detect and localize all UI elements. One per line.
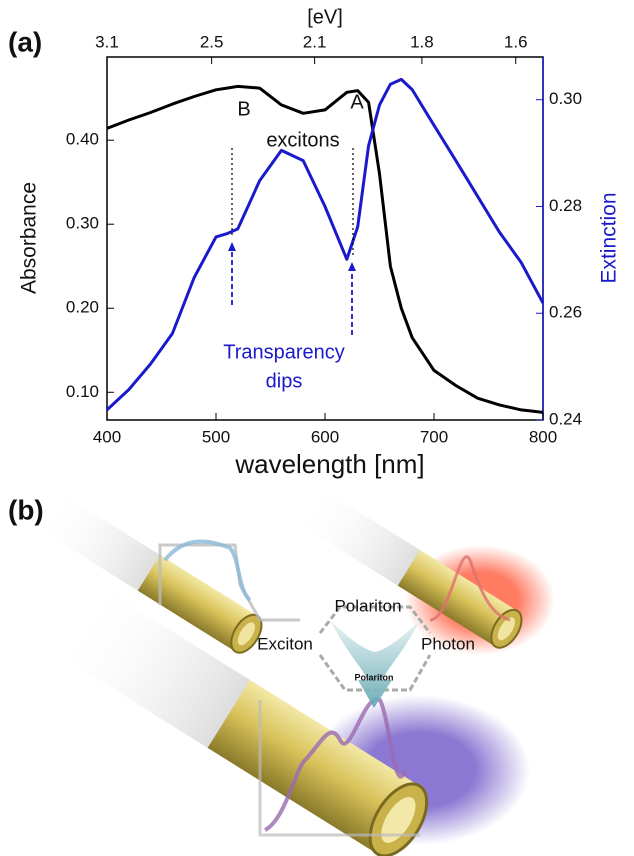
x-axis-label: wavelength [nm]	[234, 449, 424, 479]
y2-tick-label: 0.26	[549, 303, 582, 322]
y2-tick-label: 0.24	[549, 409, 582, 428]
x-tick-label: 800	[529, 427, 557, 446]
illustration-label: Exciton	[257, 634, 313, 653]
annotation: dips	[266, 370, 303, 392]
dip-arrow-head	[228, 242, 236, 251]
illustration-label: Polariton	[334, 596, 401, 615]
x-tick-label: 600	[311, 427, 339, 446]
x2-tick-label: 2.1	[303, 32, 327, 51]
annotation: excitons	[266, 129, 339, 151]
panel-label: (a)	[8, 26, 42, 57]
x-tick-label: 500	[202, 427, 230, 446]
series-line	[105, 77, 545, 411]
x2-tick-label: 3.1	[95, 32, 119, 51]
plot-frame	[106, 56, 544, 421]
x-tick-label: 400	[93, 427, 121, 446]
x2-axis-label: [eV]	[307, 6, 343, 28]
x2-tick-label: 1.8	[410, 32, 434, 51]
illustration-label: Polariton	[354, 672, 393, 682]
y-tick-label: 0.10	[66, 382, 99, 401]
annotation: Transparency	[223, 341, 345, 363]
annotation: B	[237, 98, 250, 120]
y2-tick-label: 0.30	[549, 89, 582, 108]
panel-label: (b)	[8, 494, 44, 525]
x2-tick-label: 2.5	[200, 32, 224, 51]
x2-tick-label: 1.6	[504, 32, 528, 51]
y-tick-label: 0.40	[66, 130, 99, 149]
y2-axis-label: Extinction	[598, 192, 621, 283]
y-axis-label: Absorbance	[18, 182, 41, 294]
dip-arrow-head	[348, 262, 356, 271]
y2-tick-label: 0.28	[549, 196, 582, 215]
annotation: A	[350, 91, 364, 113]
y-tick-label: 0.30	[66, 214, 99, 233]
illustration-label: Photon	[421, 634, 475, 653]
y-tick-label: 0.20	[66, 298, 99, 317]
illustration	[35, 486, 555, 856]
x-tick-label: 700	[420, 427, 448, 446]
plot-area: 400 500 600 700 800 3.1 2.5 2.1 1.8 1.6 0.10 0.20 0.…	[66, 32, 582, 446]
series-line	[106, 84, 544, 414]
